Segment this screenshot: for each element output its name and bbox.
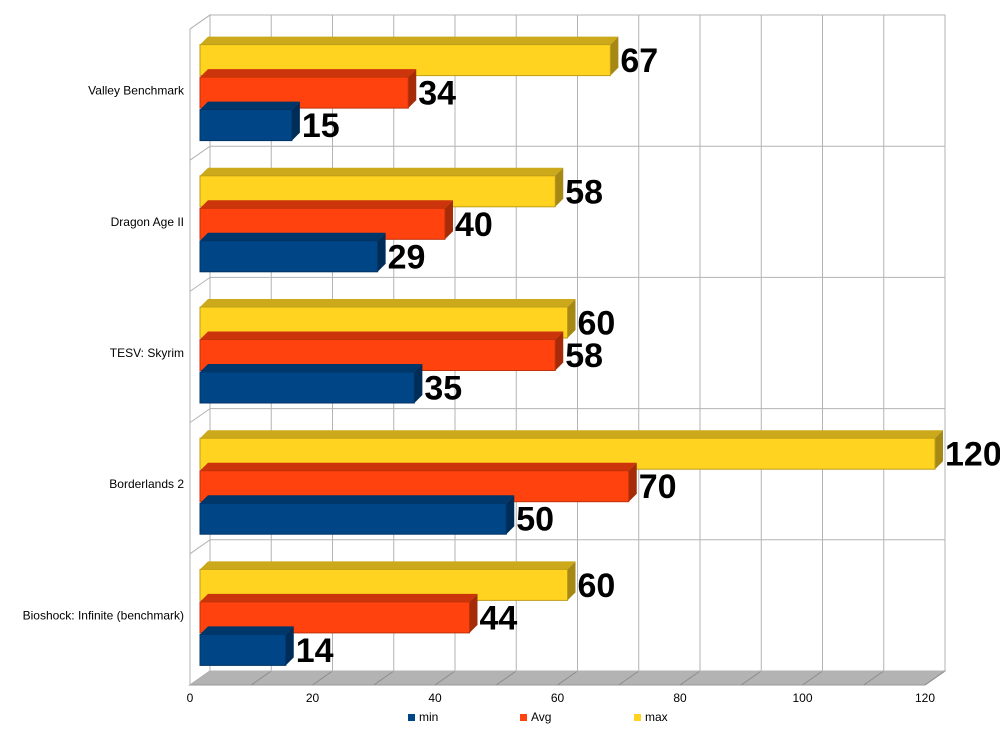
bar-min	[199, 232, 386, 273]
floor-gridline	[802, 670, 823, 686]
bar-side-face	[935, 430, 943, 470]
bars	[199, 36, 943, 666]
floor-gridline	[250, 670, 272, 686]
bar-top-face	[200, 626, 294, 635]
floor-gridline	[740, 670, 762, 686]
category-label: Valley Benchmark	[88, 84, 185, 98]
bar-front-face	[199, 109, 293, 142]
x-tick-label: 60	[551, 691, 565, 705]
side-gridline	[189, 14, 211, 30]
bar-side-face	[291, 101, 300, 141]
floor-gridline	[495, 670, 517, 686]
data-label: 34	[418, 75, 456, 113]
floor-gridline	[618, 670, 640, 686]
data-label: 15	[302, 107, 340, 145]
bar-front-face	[199, 633, 287, 666]
bar-top-face	[200, 561, 576, 570]
legend: min Avg max	[408, 710, 668, 724]
data-label: 67	[620, 42, 658, 80]
legend-swatch	[408, 714, 415, 721]
data-label: 29	[388, 238, 426, 276]
bar-side-face	[555, 167, 564, 207]
data-label: 50	[516, 501, 554, 539]
bar-top-face	[200, 232, 386, 241]
bar-front-face	[199, 371, 415, 404]
bar-front-face	[199, 502, 507, 535]
side-gridline	[189, 145, 211, 161]
bar-top-face	[200, 200, 453, 209]
axes: Bioshock: Infinite (benchmark) Borderland…	[23, 84, 936, 705]
side-gridline	[189, 670, 211, 686]
bar-front-face	[199, 240, 379, 273]
data-label: 60	[578, 567, 616, 605]
bar-side-face	[567, 561, 576, 601]
x-tick-label: 40	[428, 691, 442, 705]
floor-gridline	[679, 670, 701, 686]
floor-gridline	[312, 670, 333, 686]
bar-side-face	[285, 626, 294, 666]
data-label: 35	[424, 370, 462, 408]
bar-side-face	[408, 69, 417, 109]
bar-min	[199, 626, 294, 666]
x-tick-label: 0	[187, 691, 194, 705]
bar-side-face	[469, 593, 478, 633]
bar-top-face	[200, 299, 576, 307]
bar-side-face	[628, 462, 637, 502]
floor-gridline	[924, 670, 946, 686]
bar-top-face	[200, 36, 619, 45]
legend-label: Avg	[531, 710, 551, 724]
data-label: 40	[455, 206, 493, 244]
category-label: TESV: Skyrim	[110, 346, 184, 360]
x-tick-label: 100	[792, 691, 812, 705]
legend-label: min	[419, 710, 438, 724]
data-label: 58	[565, 337, 603, 375]
data-label: 60	[578, 305, 616, 343]
bar-side-face	[567, 299, 576, 338]
side-gridline	[189, 276, 211, 292]
bar-top-face	[200, 69, 417, 78]
bar-min	[199, 495, 515, 535]
category-label: Dragon Age II	[111, 215, 184, 229]
legend-swatch	[520, 714, 527, 721]
bar-side-face	[555, 331, 564, 371]
floor-gridline	[373, 670, 395, 686]
bar-top-face	[200, 495, 515, 504]
floor-gridline	[557, 670, 578, 686]
data-label: 58	[565, 173, 603, 211]
category-label: Bioshock: Infinite (benchmark)	[23, 608, 184, 622]
side-gridline	[189, 408, 211, 424]
bar-top-face	[200, 364, 423, 372]
data-label: 70	[639, 468, 677, 506]
category-label: Borderlands 2	[109, 477, 184, 491]
bar-top-face	[200, 167, 564, 176]
bar-top-face	[200, 593, 478, 602]
bar-max	[199, 561, 576, 601]
legend-label: max	[645, 710, 668, 724]
bar-side-face	[414, 364, 423, 403]
data-label: 44	[480, 599, 518, 637]
data-label: 120	[945, 436, 1000, 474]
bar-top-face	[200, 331, 564, 340]
legend-swatch	[634, 714, 641, 721]
x-tick-label: 120	[915, 691, 935, 705]
floor-gridline	[863, 670, 885, 686]
bar-avg	[199, 462, 637, 503]
bar-side-face	[506, 495, 515, 535]
bar-top-face	[200, 462, 637, 471]
x-tick-label: 20	[306, 691, 320, 705]
bar-side-face	[445, 200, 453, 240]
bar-top-face	[200, 101, 300, 110]
bar-min	[199, 364, 423, 404]
bar-side-face	[610, 36, 619, 76]
bar-top-face	[200, 430, 943, 439]
bar-side-face	[377, 232, 386, 272]
side-gridline	[189, 539, 211, 555]
floor-gridline	[434, 670, 456, 686]
x-tick-label: 80	[673, 691, 687, 705]
data-label: 14	[296, 632, 334, 670]
bar-min	[199, 101, 300, 142]
